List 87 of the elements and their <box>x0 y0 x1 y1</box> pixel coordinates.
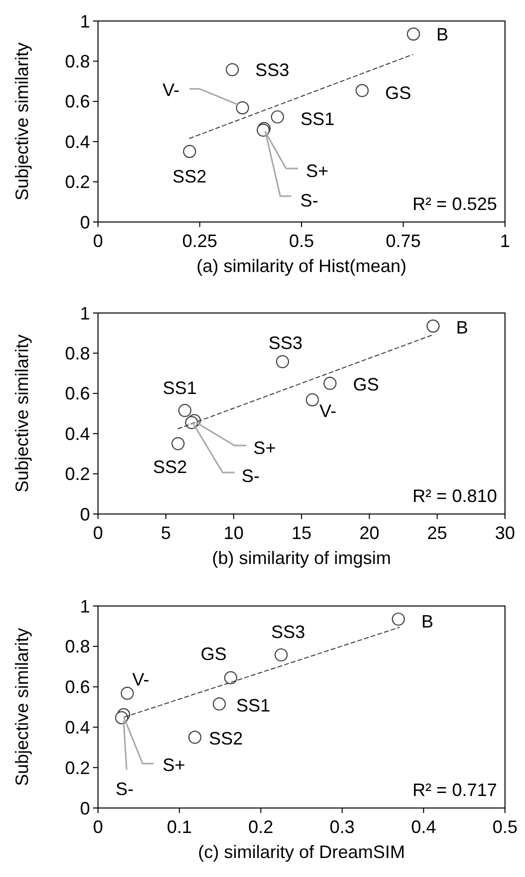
annotation: S+ <box>253 438 276 458</box>
x-tick-label: 0.5 <box>492 817 518 837</box>
point <box>356 84 369 98</box>
y-tick-label: 0.4 <box>64 718 90 738</box>
point <box>274 648 288 662</box>
point <box>306 393 319 406</box>
x-tick-label: 0.25 <box>182 231 218 251</box>
x-axis-title: (a) similarity of Hist(mean) <box>196 256 407 276</box>
annotation: B <box>436 24 448 44</box>
annotation: B <box>421 611 434 632</box>
y-tick-label: 0.8 <box>64 52 90 72</box>
annotation: SS1 <box>162 378 197 398</box>
x-tick-label: 0.75 <box>386 231 421 251</box>
annotation: GS <box>200 644 227 664</box>
point <box>212 697 226 711</box>
annotation: SS2 <box>153 456 188 477</box>
x-tick-label: 0.3 <box>330 817 355 837</box>
point <box>270 110 284 124</box>
point <box>188 730 202 744</box>
point <box>224 671 238 684</box>
annotation: R² = 0.717 <box>412 780 497 800</box>
y-tick-label: 1 <box>80 303 90 324</box>
x-tick-label: 0.2 <box>248 817 274 837</box>
y-tick-label: 0.6 <box>64 677 90 698</box>
annotation: S+ <box>162 754 186 775</box>
x-tick-label: 20 <box>359 523 380 543</box>
y-tick-label: 0.2 <box>64 758 90 778</box>
annotation: SS2 <box>172 166 207 187</box>
annotation: S- <box>242 466 260 486</box>
annotation: SS3 <box>255 60 290 80</box>
annotation: SS1 <box>236 695 270 716</box>
annotation: GS <box>352 374 380 395</box>
x-tick-label: 0 <box>92 523 104 543</box>
annotation: S- <box>300 190 318 210</box>
point <box>183 144 196 158</box>
annotation: GS <box>385 82 412 103</box>
annotation: V- <box>319 401 336 422</box>
x-tick-label: 0.5 <box>288 231 314 251</box>
x-tick-label: 0.4 <box>411 817 436 837</box>
x-tick-label: 10 <box>224 523 244 543</box>
annotation: S+ <box>306 160 329 181</box>
annotation: V- <box>162 80 180 100</box>
point <box>426 320 440 333</box>
annotation: V- <box>132 670 150 690</box>
y-tick-label: 0.4 <box>64 132 90 152</box>
x-tick-label: 5 <box>160 523 171 543</box>
annotation: SS1 <box>300 109 335 130</box>
y-tick-label: 1 <box>80 11 90 32</box>
annotation: SS3 <box>271 622 306 642</box>
y-tick-label: 0.8 <box>64 636 90 657</box>
point <box>276 355 290 368</box>
annotation: SS3 <box>268 332 303 353</box>
annotation: S- <box>116 779 134 800</box>
y-tick-label: 0 <box>80 212 90 232</box>
y-tick-label: 0.6 <box>64 384 90 404</box>
x-tick-label: 25 <box>427 523 448 543</box>
y-tick-label: 0.6 <box>64 92 90 112</box>
annotation: SS2 <box>208 728 243 749</box>
y-tick-label: 0 <box>80 504 90 524</box>
x-tick-label: 0 <box>92 231 104 251</box>
point <box>323 376 337 390</box>
x-tick-label: 0 <box>92 817 104 837</box>
point <box>406 28 420 41</box>
annotation: R² = 0.525 <box>412 194 497 214</box>
x-tick-label: 30 <box>494 523 516 543</box>
x-tick-label: 0.1 <box>166 817 192 837</box>
annotation: R² = 0.810 <box>412 486 497 506</box>
y-tick-label: 1 <box>80 596 90 616</box>
point <box>226 63 239 76</box>
y-tick-label: 0.2 <box>64 172 90 192</box>
x-axis-title: (c) similarity of DreamSIM <box>198 842 406 862</box>
y-axis-title: Subjective similarity <box>12 628 32 786</box>
y-tick-label: 0.8 <box>64 344 90 364</box>
point <box>171 437 185 450</box>
point <box>236 101 250 114</box>
y-tick-label: 0.4 <box>64 424 90 444</box>
point <box>392 612 405 626</box>
x-tick-label: 15 <box>291 523 312 543</box>
y-axis-title: Subjective similarity <box>12 334 32 493</box>
x-tick-label: 1 <box>500 231 510 251</box>
y-tick-label: 0 <box>80 798 90 818</box>
y-tick-label: 0.2 <box>64 464 90 484</box>
point <box>178 404 192 418</box>
x-axis-title: (b) similarity of imgsim <box>212 548 392 568</box>
annotation: B <box>456 317 468 338</box>
y-axis-title: Subjective similarity <box>12 42 32 201</box>
point <box>120 686 134 700</box>
